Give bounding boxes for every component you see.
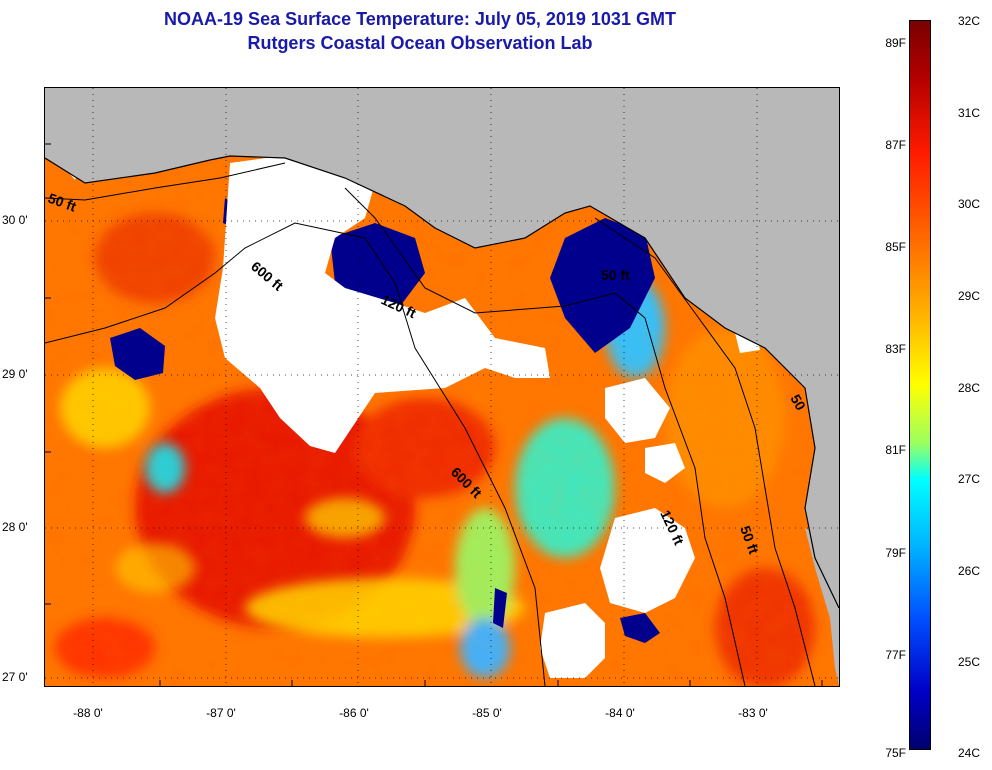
colorbar-label-c: 28C [958, 381, 981, 395]
graticule [45, 88, 839, 686]
frame-ticks [45, 143, 823, 686]
depth-contours [45, 162, 816, 686]
colorbar-label-c: 26C [958, 564, 981, 578]
lon-label: -88 0' [73, 706, 103, 720]
colorbar-label-f: 79F [885, 546, 906, 560]
colorbar-label-c: 30C [958, 197, 981, 211]
lat-label: 27 0' [2, 670, 28, 684]
lon-label: -87 0' [206, 706, 236, 720]
colorbar-label-f: 89F [885, 36, 906, 50]
land-north [45, 88, 839, 608]
colorbar-label-c: 32C [958, 14, 981, 28]
temperature-colorbar [909, 20, 931, 750]
sst-map: 50 ft 600 ft 120 ft 600 ft 50 ft 120 ft … [44, 87, 840, 687]
lat-label: 30 0' [2, 213, 28, 227]
colorbar-label-f: 77F [885, 648, 906, 662]
colorbar-label-f: 81F [885, 443, 906, 457]
colorbar-label-f: 87F [885, 138, 906, 152]
contour-label: 50 ft [601, 267, 630, 283]
colorbar-label-f: 85F [885, 240, 906, 254]
map-title: NOAA-19 Sea Surface Temperature: July 05… [164, 9, 676, 29]
lon-label: -85 0' [472, 706, 502, 720]
colorbar-label-f: 83F [885, 342, 906, 356]
colorbar-label-c: 25C [958, 655, 981, 669]
colorbar-label-c: 24C [958, 746, 981, 760]
colorbar-label-c: 31C [958, 106, 981, 120]
colorbar-label-f: 75F [885, 746, 906, 760]
sst-map-image: 50 ft 600 ft 120 ft 600 ft 50 ft 120 ft … [45, 88, 839, 686]
contour-label: 50 [787, 392, 809, 414]
colorbar-label-c: 27C [958, 472, 981, 486]
map-subtitle: Rutgers Coastal Ocean Observation Lab [247, 33, 593, 53]
lon-label: -83 0' [738, 706, 768, 720]
colorbar-label-c: 29C [958, 289, 981, 303]
coastline [45, 155, 839, 609]
lat-label: 28 0' [2, 520, 28, 534]
lat-label: 29 0' [2, 367, 28, 381]
lon-label: -84 0' [605, 706, 635, 720]
cloud-mask [65, 90, 760, 678]
land-peninsula [805, 528, 839, 686]
lon-label: -86 0' [339, 706, 369, 720]
